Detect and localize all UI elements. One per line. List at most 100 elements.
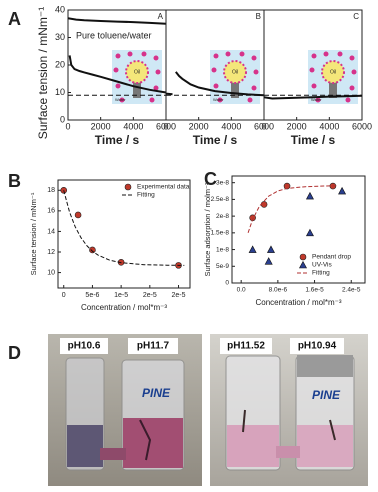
y-tick-label: 3e-8	[216, 179, 229, 186]
photo-label: pH10.94	[298, 341, 337, 352]
y-tick-label: 12	[47, 249, 55, 256]
y-tick-label: 2e-8	[216, 213, 229, 220]
x-tick-label: 2000	[287, 121, 307, 131]
y-tick-label: 20	[55, 59, 65, 69]
photo: pH11.52 pH10.94 PINE	[210, 334, 368, 486]
marker	[260, 201, 268, 208]
y-tick-label: 40	[55, 4, 65, 14]
inset-dot	[247, 97, 253, 103]
inset-drop	[223, 60, 247, 84]
y-axis-label: Surface tension / mNm⁻¹	[36, 7, 50, 139]
x-tick-label: 2000	[91, 121, 111, 131]
x-tick-label: 0	[62, 292, 66, 299]
marker	[283, 182, 291, 190]
inset-dot	[153, 85, 159, 91]
inset-stem	[133, 80, 141, 98]
inset-dot	[315, 97, 321, 103]
annotation: Pure toluene/water	[76, 30, 152, 40]
x-tick-label: 6000	[352, 121, 372, 131]
marker	[305, 228, 314, 237]
y-tick-label: 16	[47, 208, 55, 215]
plot-frame	[57, 179, 191, 289]
corner-label: B	[256, 12, 261, 21]
marker	[264, 257, 273, 265]
inset-stem	[231, 80, 239, 98]
x-tick-label: 1.6e-5	[305, 287, 324, 294]
inset-dot	[311, 83, 317, 89]
inset-dot	[141, 51, 147, 57]
inset-dot	[127, 51, 133, 57]
inset-dot	[345, 97, 351, 103]
panel-label: B	[8, 171, 21, 191]
y-tick-label: 18	[47, 187, 55, 194]
y-tick-label: 14	[47, 228, 55, 235]
x-axis-label: Concentration / mol*m⁻³	[81, 303, 167, 312]
inset-dot	[213, 83, 219, 89]
x-tick-label: 6000	[254, 121, 274, 131]
legend-label: UV-Vis	[312, 262, 332, 269]
inset-dot	[311, 53, 317, 59]
x-axis-label: Concentration / mol*m⁻³	[255, 298, 341, 307]
marker	[74, 211, 82, 219]
series-line	[263, 94, 363, 100]
inset-dot	[115, 53, 121, 59]
marker	[305, 191, 314, 200]
inset-dot	[213, 53, 219, 59]
inset-dot	[149, 97, 155, 103]
marker	[248, 245, 257, 253]
plot-frame	[263, 9, 363, 121]
inset-dot	[349, 85, 355, 91]
series-line	[165, 71, 265, 97]
inset-dot	[337, 51, 343, 57]
panel-label: D	[8, 343, 21, 363]
x-tick-label: 0.0	[237, 287, 246, 294]
y-tick-label: 2.5e-8	[211, 196, 230, 203]
inset-dot	[251, 85, 257, 91]
legend-label: Fitting	[137, 192, 155, 199]
inset-dot	[349, 55, 355, 61]
x-axis-label: Time / s	[95, 133, 140, 147]
inset-dot	[225, 51, 231, 57]
inset-dot	[251, 55, 257, 61]
marker	[266, 245, 275, 253]
marker	[89, 246, 96, 254]
label-box	[220, 338, 272, 354]
series-line	[247, 185, 338, 233]
inset-dot	[113, 67, 119, 73]
corner-label: A	[158, 12, 164, 21]
inset-label: Oil	[232, 69, 238, 75]
inset-dot	[153, 55, 159, 61]
y-tick-label: 0	[225, 280, 229, 287]
panel-label: A	[8, 9, 21, 29]
x-tick-label: 2.4e-5	[342, 287, 361, 294]
marker	[338, 186, 347, 195]
inset-dot	[155, 69, 161, 75]
x-tick-label: 2000	[189, 121, 209, 131]
photo-label: pH11.52	[227, 341, 265, 352]
legend-marker	[298, 260, 308, 269]
inset-dot	[323, 51, 329, 57]
inset-label: Oil	[134, 69, 140, 75]
y-tick-label: 1.5e-8	[211, 230, 230, 237]
x-tick-label: 1e-5	[114, 292, 128, 299]
inset-dot	[253, 69, 259, 75]
y-tick-label: 10	[47, 269, 55, 276]
plot-frame	[231, 175, 366, 284]
panel-label: C	[204, 169, 217, 189]
y-tick-label: 5e-9	[216, 263, 229, 270]
photo-label: pH10.6	[68, 341, 101, 352]
x-axis-label: Time / s	[291, 133, 336, 147]
photo-label: pH11.7	[137, 341, 170, 352]
legend-marker	[124, 183, 132, 191]
series-line	[67, 17, 167, 25]
legend-marker	[299, 253, 307, 261]
x-tick-label: 0	[163, 121, 168, 131]
x-tick-label: 0	[65, 121, 70, 131]
inset-dot	[217, 97, 223, 103]
inset-dot	[309, 67, 315, 73]
inset-dot	[351, 69, 357, 75]
inset-stem	[329, 80, 337, 98]
vial-brand: PINE	[142, 386, 171, 400]
inset-label: Water	[311, 97, 322, 102]
x-tick-label: 6000	[156, 121, 176, 131]
